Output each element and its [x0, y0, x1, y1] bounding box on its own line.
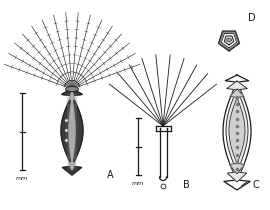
Polygon shape: [226, 81, 248, 182]
Polygon shape: [221, 34, 237, 48]
Text: B: B: [183, 180, 189, 190]
Ellipse shape: [227, 38, 231, 42]
Ellipse shape: [66, 87, 79, 92]
Polygon shape: [229, 89, 245, 174]
Text: mm: mm: [16, 176, 28, 181]
Polygon shape: [69, 92, 75, 170]
Text: A: A: [107, 170, 113, 180]
Polygon shape: [223, 75, 251, 190]
Text: C: C: [253, 180, 259, 190]
Polygon shape: [224, 36, 234, 45]
Text: mm: mm: [132, 181, 144, 186]
Text: D: D: [248, 13, 256, 23]
Polygon shape: [61, 88, 83, 175]
Polygon shape: [218, 31, 239, 51]
